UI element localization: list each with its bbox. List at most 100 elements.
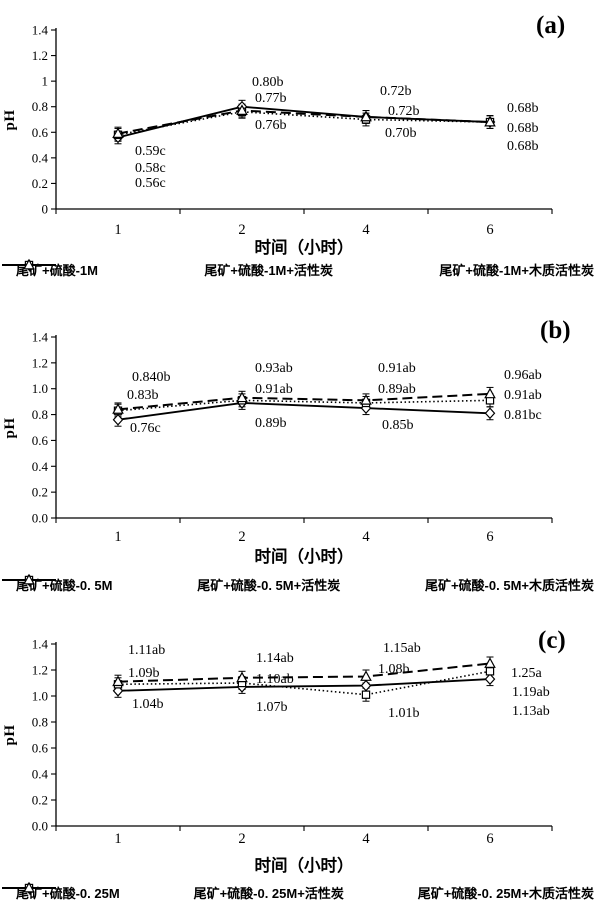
series-line-dotted <box>117 111 491 136</box>
chart-panel-b: 0.0 0.2 0.4 0.6 0.8 1.0 1.2 1.4 1 2 4 6 时间（小时） pH (b) 0… <box>0 302 600 610</box>
y-axis-title: pH <box>2 724 18 745</box>
x-tick-label: 2 <box>238 222 245 238</box>
y-tick-label: 0.0 <box>32 819 48 834</box>
diamond-marker-icon <box>484 673 496 685</box>
triangle-marker-icon <box>484 115 496 127</box>
point-label: 0.83b <box>127 388 159 403</box>
panel-label: (b) <box>540 317 571 344</box>
x-tick-label: 1 <box>114 831 121 847</box>
point-label: 0.77b <box>255 91 287 106</box>
triangle-marker-icon <box>112 675 124 687</box>
point-label: 1.13ab <box>512 704 550 719</box>
x-tick-label: 4 <box>362 222 370 238</box>
y-tick-label: 0.6 <box>32 125 49 140</box>
y-tick-label: 1.2 <box>32 663 48 678</box>
x-tick-label: 6 <box>486 222 493 238</box>
chart-panel-a: 0 0.2 0.4 0.6 0.8 1 1.2 1.4 1 2 4 6 时间（小时） pH (a) 0.56c… <box>0 0 600 302</box>
point-label: 0.56c <box>135 176 166 191</box>
point-label: 0.76b <box>255 118 287 133</box>
panel-label: (c) <box>538 627 566 654</box>
legend-label: 尾矿+硫酸-1M+活性炭 <box>204 262 333 278</box>
plot-area: 0.0 0.2 0.4 0.6 0.8 1.0 1.2 1.4 1 2 4 6 时间（小时） pH (b) 0… <box>2 317 571 566</box>
point-label: 0.91ab <box>378 361 416 376</box>
point-label: 1.04b <box>132 697 164 712</box>
point-label: 1.09b <box>128 666 160 681</box>
y-tick-label: 1.4 <box>32 23 49 38</box>
point-label: 0.72b <box>388 104 420 119</box>
y-tick-label: 1 <box>42 74 49 89</box>
point-label: 0.93ab <box>255 361 293 376</box>
triangle-marker-icon <box>112 403 124 414</box>
y-axis-title: pH <box>2 417 18 438</box>
y-tick-label: 1.4 <box>32 637 49 652</box>
point-label: 0.89b <box>255 416 287 431</box>
y-tick-label: 1.0 <box>32 381 48 396</box>
y-tick-label: 1.4 <box>32 330 49 345</box>
x-tick-label: 4 <box>362 529 370 545</box>
square-marker-icon <box>361 690 371 699</box>
x-tick-label: 4 <box>362 831 370 847</box>
legend-label: 尾矿+硫酸-0. 25M+木质活性炭 <box>417 885 594 901</box>
plot-area: 0.0 0.2 0.4 0.6 0.8 1.0 1.2 1.4 1 2 4 6 时间（小时） pH (c) 1… <box>2 627 566 875</box>
y-tick-label: 0.0 <box>32 511 48 526</box>
triangle-marker-icon <box>360 110 372 122</box>
y-tick-label: 0.8 <box>32 407 48 422</box>
point-label: 0.91ab <box>255 382 293 397</box>
y-tick-label: 1.2 <box>32 48 48 63</box>
y-tick-label: 0.2 <box>32 485 48 500</box>
plot-area: 0 0.2 0.4 0.6 0.8 1 1.2 1.4 1 2 4 6 时间（小时） pH (a) 0.56c… <box>2 12 565 257</box>
point-label: 1.25a <box>511 666 543 681</box>
point-label: 1.10ab <box>256 672 294 687</box>
triangle-marker-icon <box>236 671 248 683</box>
triangle-marker-icon <box>484 657 496 668</box>
triangle-marker-icon <box>236 391 248 403</box>
point-label: 0.68b <box>507 121 539 136</box>
legend-item: 尾矿+硫酸-0. 25M+木质活性炭 <box>2 881 594 902</box>
point-label: 0.840b <box>132 370 171 385</box>
legend: 尾矿+硫酸-0. 5M 尾矿+硫酸-0. 5M+活性炭 尾矿+硫酸-0. 5M+木质… <box>0 573 600 595</box>
point-label: 0.89ab <box>378 382 416 397</box>
legend-label: 尾矿+硫酸-1M+木质活性炭 <box>439 262 594 278</box>
triangle-marker-icon <box>112 127 124 138</box>
legend-label: 尾矿+硫酸-0. 5M <box>16 577 113 593</box>
legend-label: 尾矿+硫酸-1M <box>16 262 98 278</box>
y-tick-label: 0.4 <box>32 767 49 782</box>
point-label: 0.85b <box>382 418 414 433</box>
legend: 尾矿+硫酸-0. 25M 尾矿+硫酸-0. 25M+活性炭 尾矿+硫酸-0. 25M… <box>0 881 600 903</box>
point-label: 0.91ab <box>504 388 542 403</box>
legend-triangle-marker-icon <box>23 258 35 270</box>
point-label: 0.72b <box>380 84 412 99</box>
y-tick-label: 0.2 <box>32 793 48 808</box>
series-line-solid <box>117 105 491 139</box>
point-label: 0.80b <box>252 75 284 90</box>
series-line-dashed <box>117 392 491 411</box>
diamond-marker-icon <box>484 407 496 420</box>
legend-label: 尾矿+硫酸-0. 25M <box>16 885 120 901</box>
diamond-marker-icon <box>360 679 372 692</box>
point-label: 0.68b <box>507 101 539 116</box>
point-label: 0.76c <box>130 421 161 436</box>
y-tick-label: 0.8 <box>32 99 48 114</box>
point-label: 1.07b <box>256 700 288 715</box>
legend-sample-dashed <box>2 573 56 585</box>
legend-item: 尾矿+硫酸-1M+木质活性炭 <box>2 258 594 279</box>
legend-label: 尾矿+硫酸-0. 25M+活性炭 <box>193 885 344 901</box>
point-label: 1.15ab <box>383 641 421 656</box>
point-label: 0.59c <box>135 144 166 159</box>
x-axis-title: 时间（小时） <box>255 546 354 566</box>
legend-item: 尾矿+硫酸-0. 5M+木质活性炭 <box>2 573 594 594</box>
legend-item: 尾矿+硫酸-0. 25M+活性炭 <box>2 883 344 902</box>
legend: 尾矿+硫酸-1M 尾矿+硫酸-1M+活性炭 尾矿+硫酸-1M+木质活性炭 <box>0 258 600 280</box>
triangle-marker-icon <box>484 387 496 399</box>
point-label: 1.11ab <box>128 643 165 658</box>
diamond-marker-icon <box>112 413 124 426</box>
point-label: 1.01b <box>388 706 420 721</box>
series-line-solid <box>117 401 491 421</box>
y-tick-label: 0.6 <box>32 433 49 448</box>
legend-sample-dashed <box>2 881 56 893</box>
x-tick-label: 2 <box>238 529 245 545</box>
square-marker-icon <box>485 667 495 676</box>
x-tick-label: 6 <box>486 831 493 847</box>
point-label: 1.14ab <box>256 651 294 666</box>
